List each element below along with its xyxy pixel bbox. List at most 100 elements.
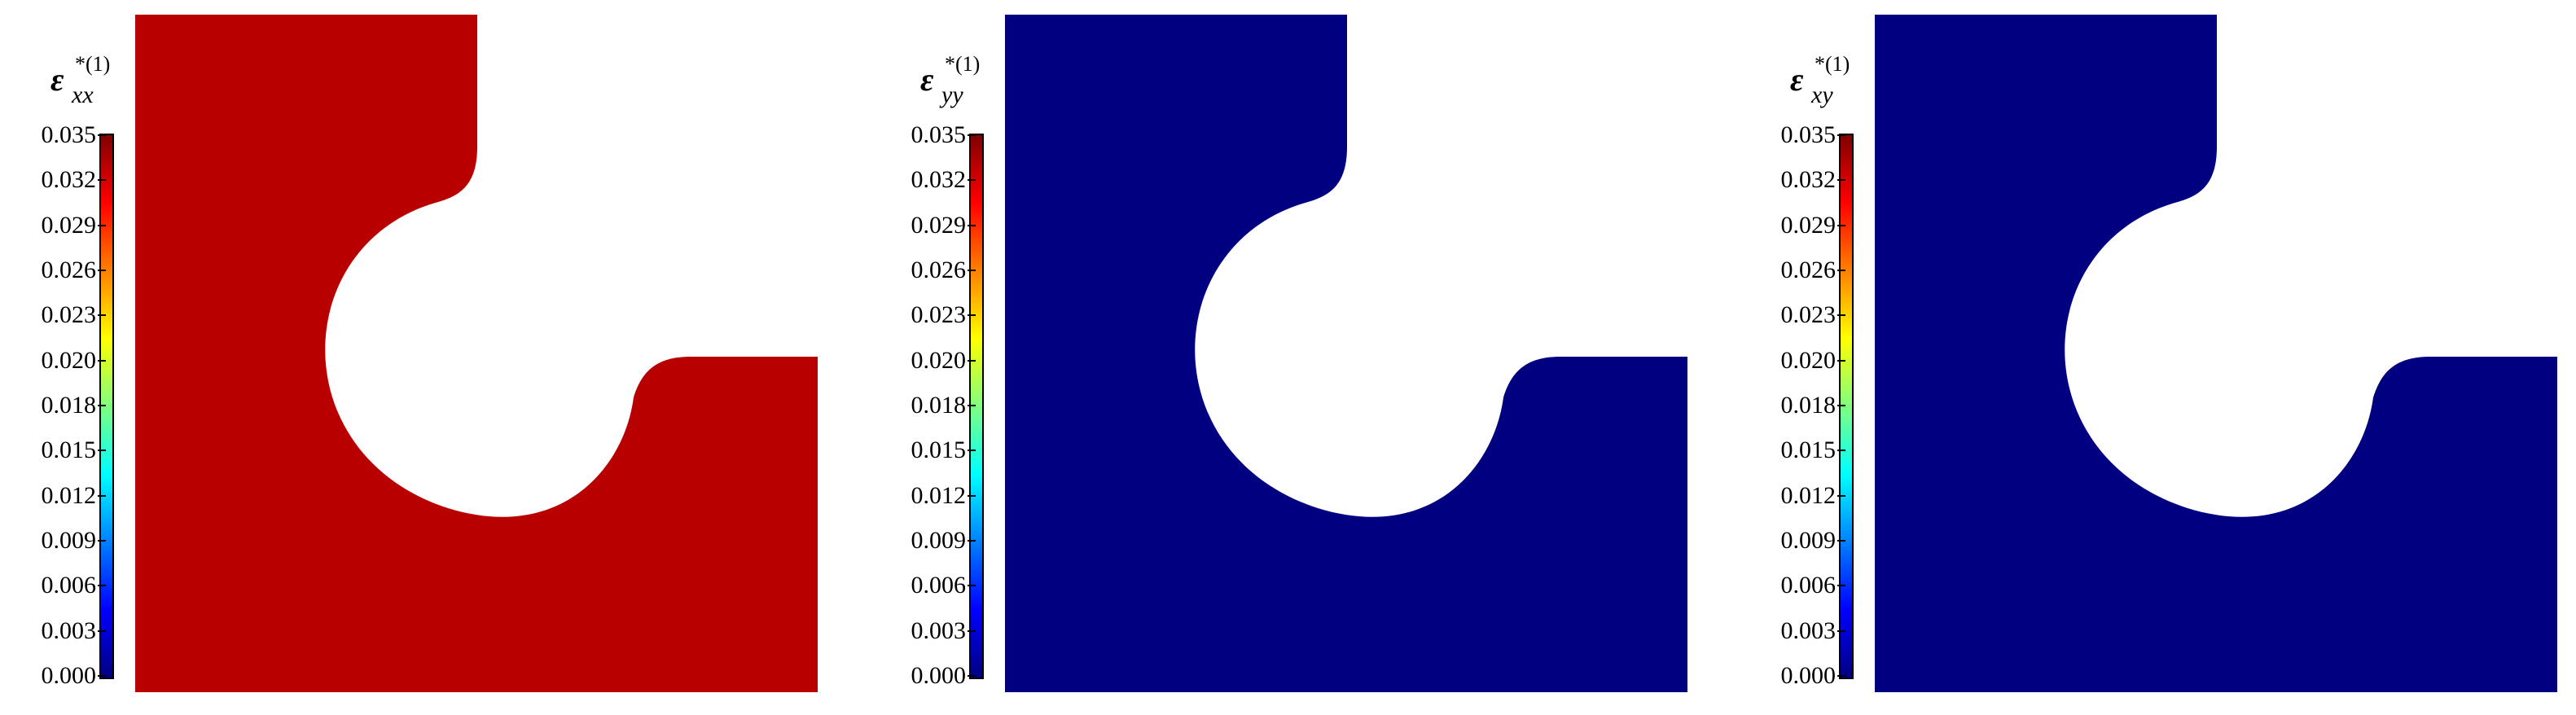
strain-panel-xx: ε *(1) xx 0.035 0.032 0.029 0.026 0.023 0.020…	[0, 0, 839, 715]
strain-field-shape	[135, 15, 818, 692]
colorbar-tick-mark	[1837, 134, 1845, 136]
colorbar-tick-label: 0.003	[41, 616, 97, 644]
colorbar-tick-label: 0.035	[1780, 121, 1837, 148]
colorbar-tick: 0.020	[1740, 347, 1845, 375]
colorbar-tick-mark	[1837, 540, 1845, 542]
colorbar-tick-mark	[1837, 405, 1845, 406]
domain-fill	[135, 15, 818, 692]
colorbar-tick-mark	[98, 359, 106, 362]
colorbar-tick: 0.020	[0, 347, 106, 375]
colorbar-tick-mark	[1837, 494, 1845, 497]
colorbar-tick-mark	[98, 450, 106, 452]
colorbar-tick-mark	[968, 405, 976, 406]
colorbar-tick-label: 0.020	[911, 346, 967, 374]
colorbar-tick-label: 0.023	[41, 301, 97, 329]
colorbar-tick: 0.012	[870, 482, 976, 510]
colorbar-tick-mark	[968, 585, 976, 587]
colorbar-tick-mark	[1837, 224, 1845, 226]
strain-field-shape	[1005, 15, 1687, 692]
colorbar-tick-label: 0.026	[41, 257, 97, 283]
colorbar-tick: 0.023	[870, 301, 976, 329]
colorbar-tick-mark	[968, 540, 976, 542]
colorbar-tick-mark	[98, 540, 106, 542]
colorbar-tick-mark	[1837, 179, 1845, 182]
colorbar-tick-mark	[968, 359, 976, 362]
strain-panel-xy: ε *(1) xy 0.035 0.032 0.029 0.026 0.023 0.020…	[1740, 0, 2576, 715]
colorbar-tick: 0.035	[870, 121, 976, 149]
colorbar-tick-mark	[968, 224, 976, 226]
colorbar-tick-label: 0.015	[41, 436, 97, 464]
domain-fill	[1005, 15, 1687, 692]
colorbar-tick: 0.009	[0, 527, 106, 555]
colorbar-tick-label: 0.000	[911, 662, 967, 689]
colorbar-tick-label: 0.015	[1780, 436, 1837, 464]
colorbar-tick: 0.003	[870, 617, 976, 645]
colorbar-tick-mark	[1837, 450, 1845, 452]
colorbar-tick-mark	[98, 314, 106, 317]
colorbar-tick-label: 0.009	[1780, 527, 1837, 554]
colorbar-tick-label: 0.018	[911, 392, 967, 419]
colorbar-tick-mark	[98, 585, 106, 587]
colorbar-tick: 0.006	[1740, 572, 1845, 599]
colorbar-tick-mark	[98, 405, 106, 406]
colorbar-tick-mark	[1837, 675, 1845, 677]
colorbar-tick-mark	[98, 494, 106, 497]
colorbar-tick: 0.015	[870, 436, 976, 464]
colorbar-tick: 0.000	[1740, 662, 1845, 690]
colorbar-tick-mark	[968, 494, 976, 497]
colorbar-tick-mark	[968, 270, 976, 271]
colorbar-tick: 0.003	[1740, 617, 1845, 645]
colorbar-tick-label: 0.009	[911, 527, 967, 554]
colorbar-tick-label: 0.006	[41, 572, 97, 599]
colorbar-tick: 0.012	[1740, 482, 1845, 510]
colorbar-tick-label: 0.009	[41, 527, 97, 554]
colorbar-tick-mark	[1837, 314, 1845, 317]
colorbar-tick: 0.029	[870, 212, 976, 239]
colorbar-tick: 0.032	[870, 166, 976, 194]
colorbar-tick-label: 0.012	[911, 481, 967, 509]
colorbar-tick: 0.003	[0, 617, 106, 645]
colorbar-tick-mark	[1837, 270, 1845, 271]
colorbar-tick-label: 0.032	[1780, 166, 1837, 194]
colorbar-tick: 0.018	[0, 392, 106, 419]
colorbar-tick-label: 0.023	[911, 301, 967, 329]
colorbar-tick: 0.029	[1740, 212, 1845, 239]
strain-subscript: xy	[1811, 81, 1833, 108]
colorbar-tick-mark	[968, 450, 976, 452]
colorbar-tick-mark	[98, 134, 106, 136]
colorbar-tick: 0.009	[1740, 527, 1845, 555]
colorbar-tick-mark	[968, 134, 976, 136]
colorbar-tick-label: 0.018	[1780, 392, 1837, 419]
colorbar-tick-label: 0.029	[1780, 211, 1837, 239]
colorbar-tick-label: 0.029	[911, 211, 967, 239]
colorbar-tick-label: 0.032	[41, 166, 97, 194]
colorbar-tick-mark	[1837, 629, 1845, 632]
colorbar-tick: 0.026	[870, 257, 976, 284]
colorbar-tick-label: 0.000	[1780, 662, 1837, 689]
colorbar-tick: 0.006	[0, 572, 106, 599]
strain-superscript: *(1)	[75, 52, 111, 76]
colorbar-tick-label: 0.006	[1780, 572, 1837, 599]
colorbar-tick-label: 0.026	[911, 257, 967, 283]
colorbar-tick: 0.015	[1740, 436, 1845, 464]
strain-field-shape	[1875, 15, 2557, 692]
colorbar-tick-mark	[98, 270, 106, 271]
colorbar-tick-mark	[1837, 585, 1845, 587]
colorbar-tick: 0.032	[0, 166, 106, 194]
colorbar-tick-label: 0.035	[41, 121, 97, 148]
colorbar-tick-mark	[968, 179, 976, 182]
colorbar-tick-mark	[1837, 359, 1845, 362]
colorbar-tick-mark	[968, 675, 976, 677]
colorbar-tick-mark	[98, 675, 106, 677]
colorbar-tick: 0.029	[0, 212, 106, 239]
colorbar-tick-label: 0.012	[1780, 481, 1837, 509]
strain-symbol: ε	[1790, 61, 1804, 98]
strain-superscript: *(1)	[1815, 52, 1850, 76]
colorbar-tick-label: 0.000	[41, 662, 97, 689]
colorbar-tick-label: 0.020	[1780, 346, 1837, 374]
strain-superscript: *(1)	[945, 52, 981, 76]
strain-subscript: xx	[72, 81, 94, 108]
colorbar-tick: 0.006	[870, 572, 976, 599]
colorbar-title: ε *(1) xy	[1790, 52, 1850, 108]
colorbar-title: ε *(1) xx	[50, 52, 110, 108]
